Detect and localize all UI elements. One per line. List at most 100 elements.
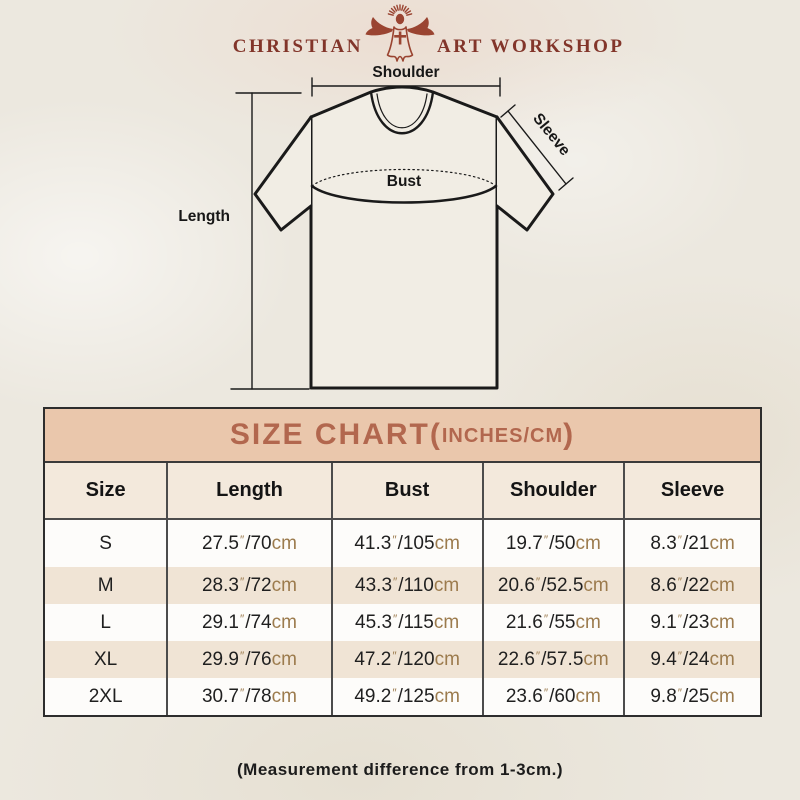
length-measurement: 30.7″/78cm: [166, 678, 332, 715]
brand-name-right: ART WORKSHOP: [437, 36, 625, 57]
inch-mark: ″: [392, 685, 397, 700]
length-label: Length: [178, 208, 230, 225]
cm-unit: cm: [709, 532, 735, 554]
sleeve-measure-line: [500, 104, 574, 191]
shoulder-label: Shoulder: [372, 64, 440, 81]
inches-value: 8.3: [650, 532, 677, 554]
inch-mark: ″: [239, 611, 245, 626]
cm-unit: cm: [709, 685, 735, 707]
length-measurement: 29.1″/74cm: [166, 604, 332, 641]
tshirt-left-sleeve: [253, 115, 313, 232]
bust-label: Bust: [386, 173, 422, 190]
bust-measurement: 41.3″/105cm: [330, 519, 483, 567]
sleeve-measurement: 8.6″/22cm: [623, 567, 760, 604]
inch-mark: ″: [392, 648, 397, 663]
cm-unit: cm: [271, 685, 297, 707]
inch-mark: ″: [392, 532, 397, 547]
inch-mark: ″: [677, 648, 683, 663]
cm-unit: cm: [575, 532, 601, 554]
size-value: 2XL: [88, 685, 123, 707]
tshirt-body-outline: [309, 85, 499, 390]
tshirt-diagram: [230, 77, 574, 390]
inch-mark: ″: [543, 685, 549, 700]
cm-value: /120: [397, 648, 435, 670]
size-chart: SIZE CHART(INCHES/CM) Size Length Bust Shou…: [43, 407, 762, 717]
cm-value: /76: [245, 648, 272, 670]
length-measurement: 27.5″/70cm: [166, 519, 332, 567]
sleeve-measurement: 8.3″/21cm: [623, 519, 760, 567]
cm-value: /57.5: [541, 648, 584, 670]
column-header-length: Length: [166, 463, 332, 520]
length-measurement: 29.9″/76cm: [166, 641, 332, 678]
inches-value: 19.7: [505, 532, 543, 554]
length-measurement: 28.3″/72cm: [166, 567, 332, 604]
cm-value: /78: [245, 685, 272, 707]
brand-name-left: CHRISTIAN: [232, 36, 363, 57]
inches-value: 8.6: [650, 574, 677, 596]
bust-measurement: 45.3″/115cm: [330, 604, 483, 641]
cm-value: /125: [397, 685, 435, 707]
bust-measurement: 49.2″/125cm: [330, 678, 483, 715]
cm-value: /21: [683, 532, 710, 554]
inch-mark: ″: [677, 685, 683, 700]
size-value: S: [99, 532, 112, 554]
inches-value: 41.3: [354, 532, 392, 554]
inches-value: 30.7: [201, 685, 239, 707]
cm-value: /55: [549, 611, 576, 633]
inches-value: 9.4: [650, 648, 677, 670]
inch-mark: ″: [393, 611, 398, 626]
cm-unit: cm: [709, 574, 735, 596]
inches-value: 23.6: [505, 685, 543, 707]
cm-value: /25: [683, 685, 710, 707]
collar-inner: [376, 93, 428, 129]
inch-mark: ″: [543, 611, 549, 626]
cm-value: /72: [245, 574, 272, 596]
inch-mark: ″: [543, 532, 549, 547]
cm-unit: cm: [583, 574, 609, 596]
inches-value: 21.6: [505, 611, 543, 633]
size-row-xl: XL 29.9″/76cm 47.2″/120cm 22.6″/57.5cm 9.4″/…: [45, 641, 760, 678]
inch-mark: ″: [677, 574, 683, 589]
tshirt-right-sleeve: [495, 115, 555, 232]
inch-mark: ″: [677, 532, 683, 547]
size-value: L: [100, 611, 111, 633]
inches-value: 22.6: [497, 648, 535, 670]
bust-line-solid: [310, 184, 498, 204]
size-chart-header: Size Length Bust Shoulder Sleeve: [45, 463, 760, 520]
cm-unit: cm: [433, 574, 460, 596]
inches-value: 28.3: [201, 574, 239, 596]
cm-unit: cm: [271, 648, 297, 670]
inches-value: 47.2: [354, 648, 392, 670]
cm-unit: cm: [434, 685, 460, 707]
shoulder-measurement: 19.7″/50cm: [481, 519, 625, 567]
size-value: XL: [94, 648, 118, 670]
column-header-sleeve: Sleeve: [623, 463, 760, 520]
inch-mark: ″: [677, 611, 683, 626]
collar-outer: [369, 90, 435, 135]
cm-value: /74: [245, 611, 272, 633]
length-measure-line: [230, 92, 310, 390]
cm-unit: cm: [575, 611, 601, 633]
inches-value: 29.9: [201, 648, 239, 670]
size-value: M: [97, 574, 114, 596]
cm-value: /52.5: [541, 574, 584, 596]
size-chart-title: SIZE CHART(INCHES/CM): [45, 409, 760, 463]
inches-value: 9.1: [650, 611, 677, 633]
cm-value: /24: [683, 648, 710, 670]
measurement-note: (Measurement difference from 1-3cm.): [237, 760, 563, 779]
shoulder-measurement: 21.6″/55cm: [481, 604, 625, 641]
inch-mark: ″: [239, 685, 245, 700]
bust-measurement: 47.2″/120cm: [330, 641, 483, 678]
bust-measurement: 43.3″/110cm: [330, 567, 483, 604]
cm-value: /60: [549, 685, 576, 707]
cm-value: /110: [398, 574, 434, 596]
inches-value: 29.1: [201, 611, 239, 633]
cm-unit: cm: [583, 648, 609, 670]
inches-value: 27.5: [201, 532, 239, 554]
size-row-m: M 28.3″/72cm 43.3″/110cm 20.6″/52.5cm 8.6″/2…: [45, 567, 760, 604]
cm-unit: cm: [434, 648, 460, 670]
inches-value: 45.3: [355, 611, 393, 633]
column-header-shoulder: Shoulder: [481, 463, 625, 520]
cm-value: /50: [549, 532, 576, 554]
inch-mark: ″: [239, 532, 245, 547]
